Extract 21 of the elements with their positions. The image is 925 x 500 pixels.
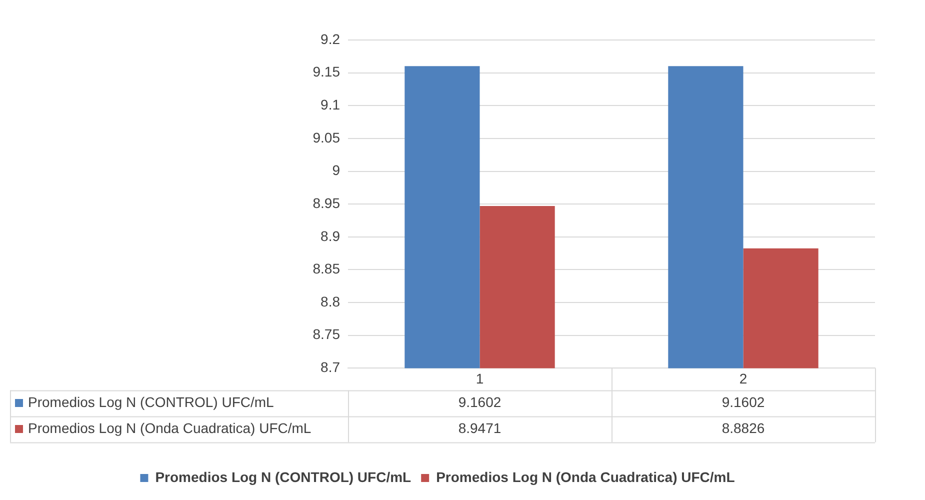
- y-tick-label: 8.7: [320, 359, 340, 376]
- legend-label: Promedios Log N (CONTROL) UFC/mL: [155, 468, 412, 485]
- data-label: 8.9471: [458, 420, 502, 436]
- data-label: 9.1602: [458, 394, 502, 410]
- y-tick-label: 8.8: [320, 293, 340, 310]
- y-tick-label: 9.1: [320, 96, 340, 112]
- text: Promedios Log N (CONTROL) UFC/mL: [28, 394, 274, 410]
- data-label: 8.8826: [722, 420, 765, 436]
- x-tick-label: 2: [739, 370, 748, 386]
- y-tick-label: 9: [332, 162, 340, 178]
- y-tick-label: 8.95: [312, 194, 340, 211]
- y-tick-label: 8.85: [312, 260, 340, 277]
- y-tick-label: 8.9: [320, 228, 340, 244]
- data-label: 9.1602: [722, 394, 765, 410]
- text: Promedios Log N (Onda Cuadratica) UFC/mL: [28, 420, 312, 436]
- y-tick-label: 9.2: [320, 30, 340, 47]
- y-tick-label: 9.15: [312, 64, 340, 80]
- y-tick-label: 8.75: [312, 326, 340, 342]
- legend-label: Promedios Log N (Onda Cuadratica) UFC/mL: [436, 468, 736, 485]
- x-tick-label: 1: [476, 370, 484, 386]
- y-tick-label: 9.05: [312, 129, 340, 146]
